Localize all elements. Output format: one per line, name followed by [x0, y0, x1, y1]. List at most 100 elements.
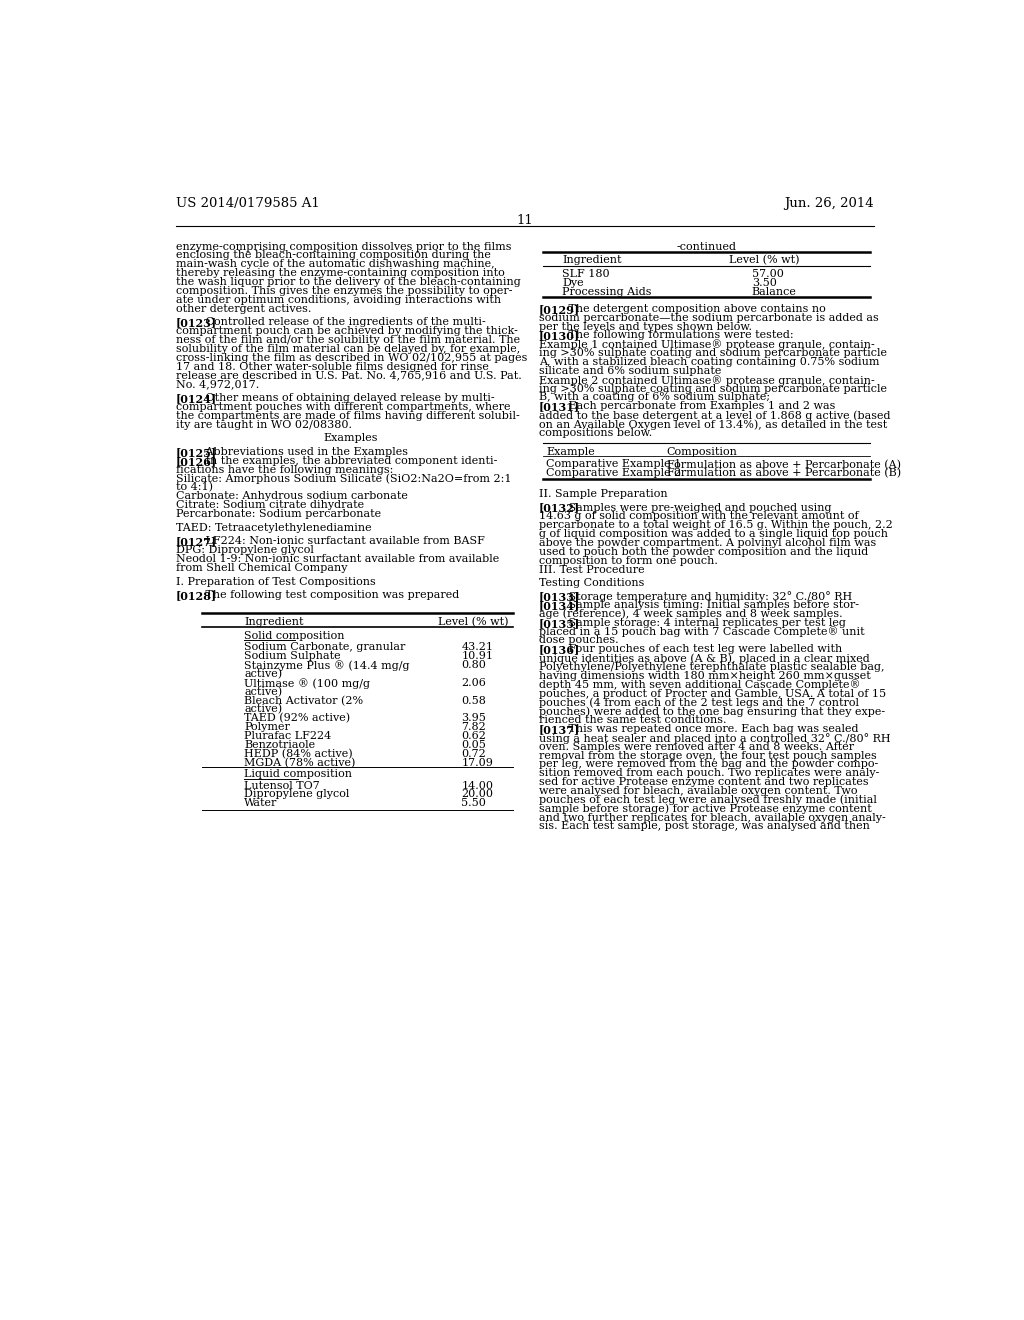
Text: [0128]: [0128] [176, 590, 217, 602]
Text: other detergent actives.: other detergent actives. [176, 304, 311, 314]
Text: sis. Each test sample, post storage, was analysed and then: sis. Each test sample, post storage, was… [539, 821, 869, 832]
Text: pouches) were added to the one bag ensuring that they expe-: pouches) were added to the one bag ensur… [539, 706, 885, 717]
Text: used to pouch both the powder composition and the liquid: used to pouch both the powder compositio… [539, 546, 868, 557]
Text: above the powder compartment. A polvinyl alcohol film was: above the powder compartment. A polvinyl… [539, 539, 876, 548]
Text: Sodium Carbonate, granular: Sodium Carbonate, granular [245, 643, 406, 652]
Text: from Shell Chemical Company: from Shell Chemical Company [176, 564, 347, 573]
Text: compositions below.: compositions below. [539, 428, 652, 438]
Text: In the examples, the abbreviated component identi-: In the examples, the abbreviated compone… [196, 455, 498, 466]
Text: Controlled release of the ingredients of the multi-: Controlled release of the ingredients of… [196, 317, 486, 327]
Text: Water: Water [245, 799, 278, 808]
Text: composition to form one pouch.: composition to form one pouch. [539, 556, 718, 566]
Text: active): active) [245, 669, 283, 680]
Text: main-wash cycle of the automatic dishwashing machine,: main-wash cycle of the automatic dishwas… [176, 259, 495, 269]
Text: 0.62: 0.62 [461, 731, 486, 741]
Text: Dye: Dye [562, 277, 584, 288]
Text: 5.50: 5.50 [461, 799, 486, 808]
Text: [0133]: [0133] [539, 591, 580, 602]
Text: Example 2 contained Ultimase® protease granule, contain-: Example 2 contained Ultimase® protease g… [539, 375, 874, 385]
Text: [0130]: [0130] [539, 330, 580, 342]
Text: Each percarbonate from Examples 1 and 2 was: Each percarbonate from Examples 1 and 2 … [558, 401, 836, 412]
Text: I. Preparation of Test Compositions: I. Preparation of Test Compositions [176, 577, 376, 586]
Text: Processing Aids: Processing Aids [562, 286, 651, 297]
Text: cross-linking the film as described in WO 02/102,955 at pages: cross-linking the film as described in W… [176, 352, 527, 363]
Text: Level (% wt): Level (% wt) [438, 616, 509, 627]
Text: Formulation as above + Percarbonate (A): Formulation as above + Percarbonate (A) [667, 459, 901, 470]
Text: using a heat sealer and placed into a controlled 32° C./80° RH: using a heat sealer and placed into a co… [539, 733, 891, 743]
Text: ing >30% sulphate coating and sodium percarbonate particle: ing >30% sulphate coating and sodium per… [539, 384, 887, 393]
Text: Solid composition: Solid composition [245, 631, 345, 642]
Text: [0135]: [0135] [539, 618, 580, 628]
Text: No. 4,972,017.: No. 4,972,017. [176, 379, 259, 389]
Text: Citrate: Sodium citrate dihydrate: Citrate: Sodium citrate dihydrate [176, 500, 365, 510]
Text: 3.95: 3.95 [461, 713, 486, 723]
Text: A, with a stabilized bleach coating containing 0.75% sodium: A, with a stabilized bleach coating cont… [539, 358, 880, 367]
Text: The detergent composition above contains no: The detergent composition above contains… [558, 304, 825, 314]
Text: LF224: Non-ionic surfactant available from BASF: LF224: Non-ionic surfactant available fr… [196, 536, 485, 546]
Text: depth 45 mm, with seven additional Cascade Complete®: depth 45 mm, with seven additional Casca… [539, 680, 860, 690]
Text: ate under optimum conditions, avoiding interactions with: ate under optimum conditions, avoiding i… [176, 294, 501, 305]
Text: the wash liquor prior to the delivery of the bleach-containing: the wash liquor prior to the delivery of… [176, 277, 521, 286]
Text: [0137]: [0137] [539, 723, 580, 735]
Text: Dipropylene glycol: Dipropylene glycol [245, 789, 349, 800]
Text: the compartments are made of films having different solubil-: the compartments are made of films havin… [176, 411, 520, 421]
Text: [0126]: [0126] [176, 455, 217, 467]
Text: ity are taught in WO 02/08380.: ity are taught in WO 02/08380. [176, 420, 352, 429]
Text: rienced the same test conditions.: rienced the same test conditions. [539, 715, 726, 725]
Text: SLF 180: SLF 180 [562, 269, 609, 279]
Text: Storage temperature and humidity: 32° C./80° RH: Storage temperature and humidity: 32° C.… [558, 591, 852, 602]
Text: compartment pouches with different compartments, where: compartment pouches with different compa… [176, 401, 511, 412]
Text: Bleach Activator (2%: Bleach Activator (2% [245, 696, 364, 706]
Text: Ingredient: Ingredient [245, 616, 304, 627]
Text: [0132]: [0132] [539, 503, 580, 513]
Text: solubility of the film material can be delayed by, for example,: solubility of the film material can be d… [176, 343, 520, 354]
Text: silicate and 6% sodium sulphate: silicate and 6% sodium sulphate [539, 366, 721, 376]
Text: sition removed from each pouch. Two replicates were analy-: sition removed from each pouch. Two repl… [539, 768, 880, 779]
Text: TAED (92% active): TAED (92% active) [245, 713, 350, 723]
Text: to 4:1): to 4:1) [176, 482, 213, 492]
Text: enclosing the bleach-containing composition during the: enclosing the bleach-containing composit… [176, 251, 490, 260]
Text: removal from the storage oven, the four test pouch samples: removal from the storage oven, the four … [539, 751, 877, 760]
Text: II. Sample Preparation: II. Sample Preparation [539, 490, 668, 499]
Text: Examples: Examples [324, 433, 378, 444]
Text: Plurafac LF224: Plurafac LF224 [245, 731, 332, 741]
Text: dose pouches.: dose pouches. [539, 635, 618, 645]
Text: TAED: Tetraacetylethylenediamine: TAED: Tetraacetylethylenediamine [176, 523, 372, 533]
Text: 17.09: 17.09 [461, 758, 494, 767]
Text: [0123]: [0123] [176, 317, 217, 329]
Text: Polymer: Polymer [245, 722, 290, 733]
Text: Comparative Example 2: Comparative Example 2 [547, 469, 682, 478]
Text: 11: 11 [516, 214, 534, 227]
Text: Lutensol TO7: Lutensol TO7 [245, 780, 319, 791]
Text: [0134]: [0134] [539, 601, 580, 611]
Text: Formulation as above + Percarbonate (B): Formulation as above + Percarbonate (B) [667, 469, 901, 479]
Text: 14.63 g of solid composition with the relevant amount of: 14.63 g of solid composition with the re… [539, 511, 858, 521]
Text: Composition: Composition [667, 446, 737, 457]
Text: thereby releasing the enzyme-containing composition into: thereby releasing the enzyme-containing … [176, 268, 505, 279]
Text: enzyme-comprising composition dissolves prior to the films: enzyme-comprising composition dissolves … [176, 242, 512, 252]
Text: Sample analysis timing: Initial samples before stor-: Sample analysis timing: Initial samples … [558, 601, 859, 610]
Text: having dimensions width 180 mm×height 260 mm×gusset: having dimensions width 180 mm×height 26… [539, 671, 870, 681]
Text: Benzotriaole: Benzotriaole [245, 739, 315, 750]
Text: [0136]: [0136] [539, 644, 580, 655]
Text: 0.05: 0.05 [461, 739, 486, 750]
Text: age (reference), 4 week samples and 8 week samples.: age (reference), 4 week samples and 8 we… [539, 609, 843, 619]
Text: [0125]: [0125] [176, 447, 217, 458]
Text: g of liquid composition was added to a single liquid top pouch: g of liquid composition was added to a s… [539, 529, 888, 539]
Text: Polyethylene/Polyethylene terephthalate plastic sealable bag,: Polyethylene/Polyethylene terephthalate … [539, 663, 885, 672]
Text: 14.00: 14.00 [461, 780, 494, 791]
Text: release are described in U.S. Pat. No. 4,765,916 and U.S. Pat.: release are described in U.S. Pat. No. 4… [176, 371, 522, 380]
Text: Neodol 1-9: Non-ionic surfactant available from available: Neodol 1-9: Non-ionic surfactant availab… [176, 554, 500, 564]
Text: sample before storage) for active Protease enzyme content: sample before storage) for active Protea… [539, 804, 871, 814]
Text: were analysed for bleach, available oxygen content. Two: were analysed for bleach, available oxyg… [539, 785, 857, 796]
Text: Percarbonate: Sodium percarbonate: Percarbonate: Sodium percarbonate [176, 510, 381, 519]
Text: US 2014/0179585 A1: US 2014/0179585 A1 [176, 197, 319, 210]
Text: Four pouches of each test leg were labelled with: Four pouches of each test leg were label… [558, 644, 843, 655]
Text: Samples were pre-weighed and pouched using: Samples were pre-weighed and pouched usi… [558, 503, 831, 512]
Text: 57.00: 57.00 [752, 269, 783, 279]
Text: MGDA (78% active): MGDA (78% active) [245, 758, 355, 768]
Text: Example: Example [547, 446, 595, 457]
Text: Ingredient: Ingredient [562, 256, 622, 265]
Text: Liquid composition: Liquid composition [245, 770, 352, 780]
Text: The following test composition was prepared: The following test composition was prepa… [196, 590, 460, 601]
